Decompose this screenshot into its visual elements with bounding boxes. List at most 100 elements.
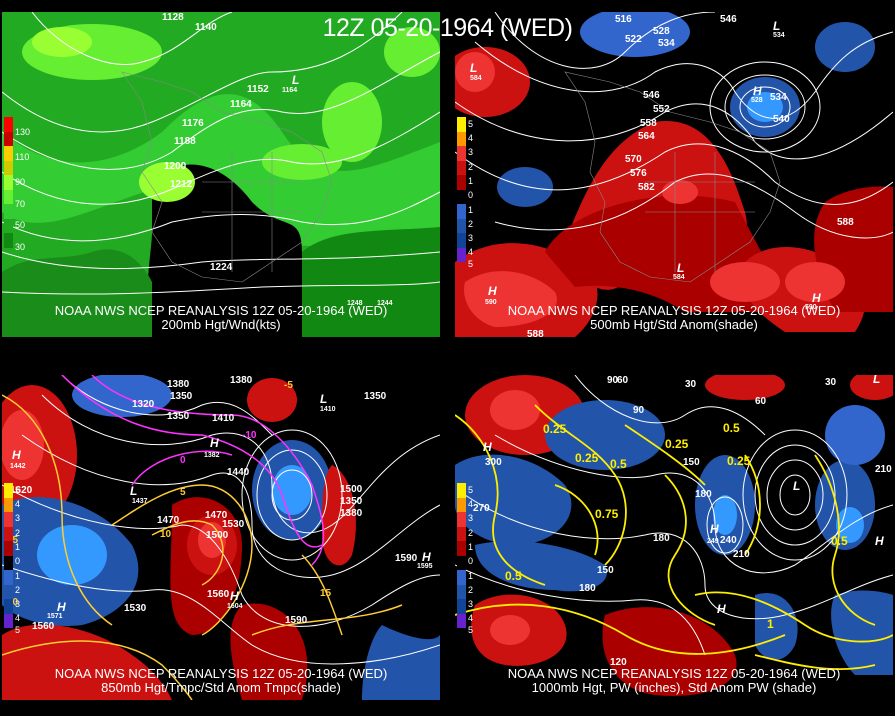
pw-label: 1: [767, 617, 774, 631]
low-pressure-marker: L: [873, 375, 880, 386]
contour-label: 120: [610, 657, 627, 668]
legend-label: 1: [468, 542, 474, 552]
high-pressure-marker: H: [210, 436, 219, 450]
legend-label: 4: [468, 613, 474, 623]
contour-label: 1164: [282, 87, 297, 94]
contour-label: 1212: [170, 179, 193, 190]
temperature-label: -10: [242, 430, 257, 441]
pw-label: 0.5: [831, 534, 848, 548]
contour-label: 1380: [340, 508, 363, 519]
std-anomaly-legend: 5 4 3 2 1 0 1 2 3 4 5: [457, 483, 473, 635]
legend-label: 2: [468, 219, 474, 229]
legend-label: 50: [15, 220, 26, 230]
panel-caption-source: NOAA NWS NCEP REANALYSIS 12Z 05-20-1964 …: [507, 303, 841, 318]
contour-label: 1560: [207, 589, 230, 600]
low-pressure-marker: L: [677, 261, 684, 275]
contour-label: 1571: [47, 613, 63, 620]
contour-label: 1350: [340, 496, 363, 507]
contour-label: 300: [485, 457, 502, 468]
panel-caption-field: 200mb Hgt/Wnd(kts): [161, 317, 281, 332]
panel-500mb: 516 522 528 534 546 534 584 546 552 558 …: [455, 12, 893, 337]
contour-label: 1380: [167, 379, 190, 390]
pw-label: 0.25: [727, 454, 751, 468]
contour-label: 1176: [182, 118, 204, 129]
legend-label: 5: [468, 259, 474, 269]
contour-label: 1560: [32, 621, 55, 632]
contour-label: 1500: [206, 530, 229, 541]
legend-label: 2: [15, 585, 21, 595]
contour-label: 210: [733, 549, 750, 560]
contour-label: 516: [615, 14, 632, 25]
legend-label: 1: [468, 205, 474, 215]
panel-caption-source: NOAA NWS NCEP REANALYSIS 12Z 05-20-1964 …: [54, 666, 388, 681]
contour-label: 534: [773, 32, 785, 39]
legend-label: 3: [468, 513, 474, 523]
low-pressure-marker: L: [292, 73, 299, 87]
legend-label: 1: [468, 571, 474, 581]
pw-label: 0.25: [665, 437, 689, 451]
contour-label: 1248: [347, 300, 363, 307]
contour-label: 1620: [10, 485, 33, 496]
contour-label: 584: [470, 75, 482, 82]
contour-label: 564: [638, 131, 655, 142]
panel-850mb: 1380 1380 1350 1320 1350 1410 1350 1440 …: [2, 375, 440, 700]
high-pressure-marker: H: [812, 291, 821, 305]
legend-label: 5: [15, 485, 21, 495]
high-pressure-marker: H: [483, 440, 492, 454]
low-pressure-marker: L: [130, 484, 137, 498]
legend-label: 2: [468, 585, 474, 595]
legend-label: 3: [15, 513, 21, 523]
legend-label: 2: [468, 528, 474, 538]
map-title: 12Z 05-20-1964 (WED): [322, 14, 573, 42]
contour-label: 1320: [132, 399, 155, 410]
temperature-label: 0: [180, 455, 186, 466]
high-pressure-marker: H: [422, 550, 431, 564]
contour-label: 1440: [227, 467, 250, 478]
contour-label: 270: [473, 503, 490, 514]
panel-caption-source: NOAA NWS NCEP REANALYSIS 12Z 05-20-1964 …: [507, 666, 841, 681]
contour-label: 584: [673, 274, 685, 281]
legend-label: 1: [15, 542, 21, 552]
contour-label: 30: [825, 377, 837, 388]
high-pressure-marker: H: [230, 589, 239, 603]
legend-label: 130: [15, 127, 31, 137]
temperature-label: -5: [284, 380, 293, 391]
contour-label: 180: [653, 533, 670, 544]
contour-label: 1595: [417, 563, 433, 570]
temperature-label: 5: [180, 487, 186, 498]
high-pressure-marker: H: [875, 534, 884, 548]
legend-label: 0: [15, 556, 21, 566]
legend-label: 1: [468, 176, 474, 186]
contour-label: 1410: [212, 413, 235, 424]
contour-label: 1410: [320, 406, 336, 413]
legend-label: 3: [468, 147, 474, 157]
high-pressure-marker: H: [57, 600, 66, 614]
contour-label: 528: [751, 97, 763, 104]
contour-label: 249: [707, 538, 719, 545]
contour-label: 30: [685, 379, 697, 390]
pw-label: 0.25: [543, 422, 567, 436]
contour-label: 546: [720, 14, 737, 25]
contour-label: 1590: [395, 553, 418, 564]
contour-label: 534: [770, 92, 787, 103]
pw-label: 0.5: [505, 569, 522, 583]
low-pressure-marker: L: [793, 479, 800, 493]
legend-label: 1: [15, 571, 21, 581]
contour-label: 1382: [204, 452, 220, 459]
legend-label: 4: [468, 499, 474, 509]
pw-label: 0.5: [610, 457, 627, 471]
legend-label: 90: [15, 177, 26, 187]
contour-label: 546: [643, 90, 660, 101]
contour-label: 1128: [162, 12, 184, 23]
legend-label: 110: [15, 152, 30, 162]
legend-label: 3: [15, 599, 21, 609]
legend-label: 2: [468, 162, 474, 172]
legend-label: 4: [468, 247, 474, 257]
contour-label: 1530: [222, 519, 245, 530]
legend-label: 5: [468, 119, 474, 129]
contour-label: 1350: [170, 391, 193, 402]
contour-label: 552: [653, 104, 670, 115]
legend-label: 3: [468, 599, 474, 609]
contour-label: 180: [695, 489, 712, 500]
contour-label: 1530: [124, 603, 147, 614]
